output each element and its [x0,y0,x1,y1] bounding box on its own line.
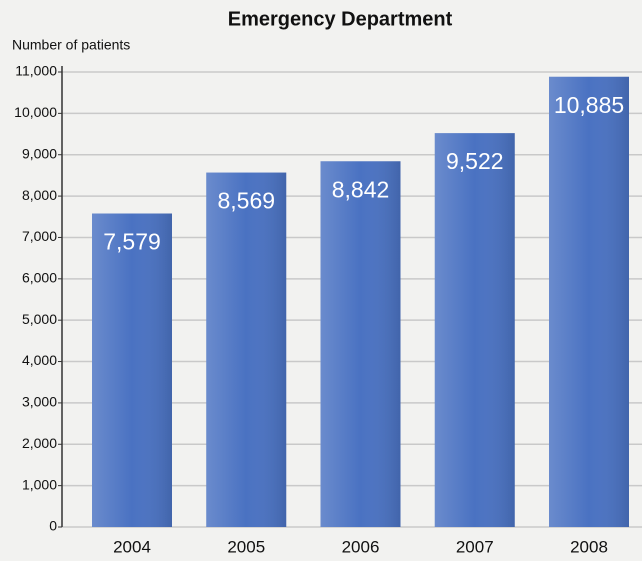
value-label: 7,579 [103,229,161,255]
x-tick-label: 2006 [342,537,380,556]
value-label: 8,569 [217,188,275,214]
x-tick-label: 2004 [113,537,151,556]
y-tick-label: 3,000 [22,394,57,410]
y-tick-label: 8,000 [22,187,57,203]
y-tick-label: 7,000 [22,228,57,244]
y-tick-label: 1,000 [22,476,57,492]
value-label: 10,885 [554,92,624,118]
y-tick-label: 10,000 [14,104,57,120]
y-tick-label: 4,000 [22,352,57,368]
bar-shade [549,76,629,527]
value-label: 8,842 [332,176,390,202]
y-tick-label: 5,000 [22,311,57,327]
y-axis-label: Number of patients [12,37,130,53]
x-tick-label: 2005 [227,537,265,556]
y-tick-label: 6,000 [22,270,57,286]
value-label: 9,522 [446,148,504,174]
bar-shade [320,161,401,527]
x-tick-label: 2008 [570,537,608,556]
y-tick-label: 2,000 [22,435,57,451]
y-tick-label: 9,000 [22,145,57,161]
y-tick-label: 0 [49,518,57,534]
x-tick-label: 2007 [456,537,494,556]
chart-title: Emergency Department [228,8,453,30]
y-tick-label: 11,000 [15,63,57,79]
bar-shade [434,133,515,528]
bar-shade [206,172,287,527]
bar-shade [92,213,172,527]
